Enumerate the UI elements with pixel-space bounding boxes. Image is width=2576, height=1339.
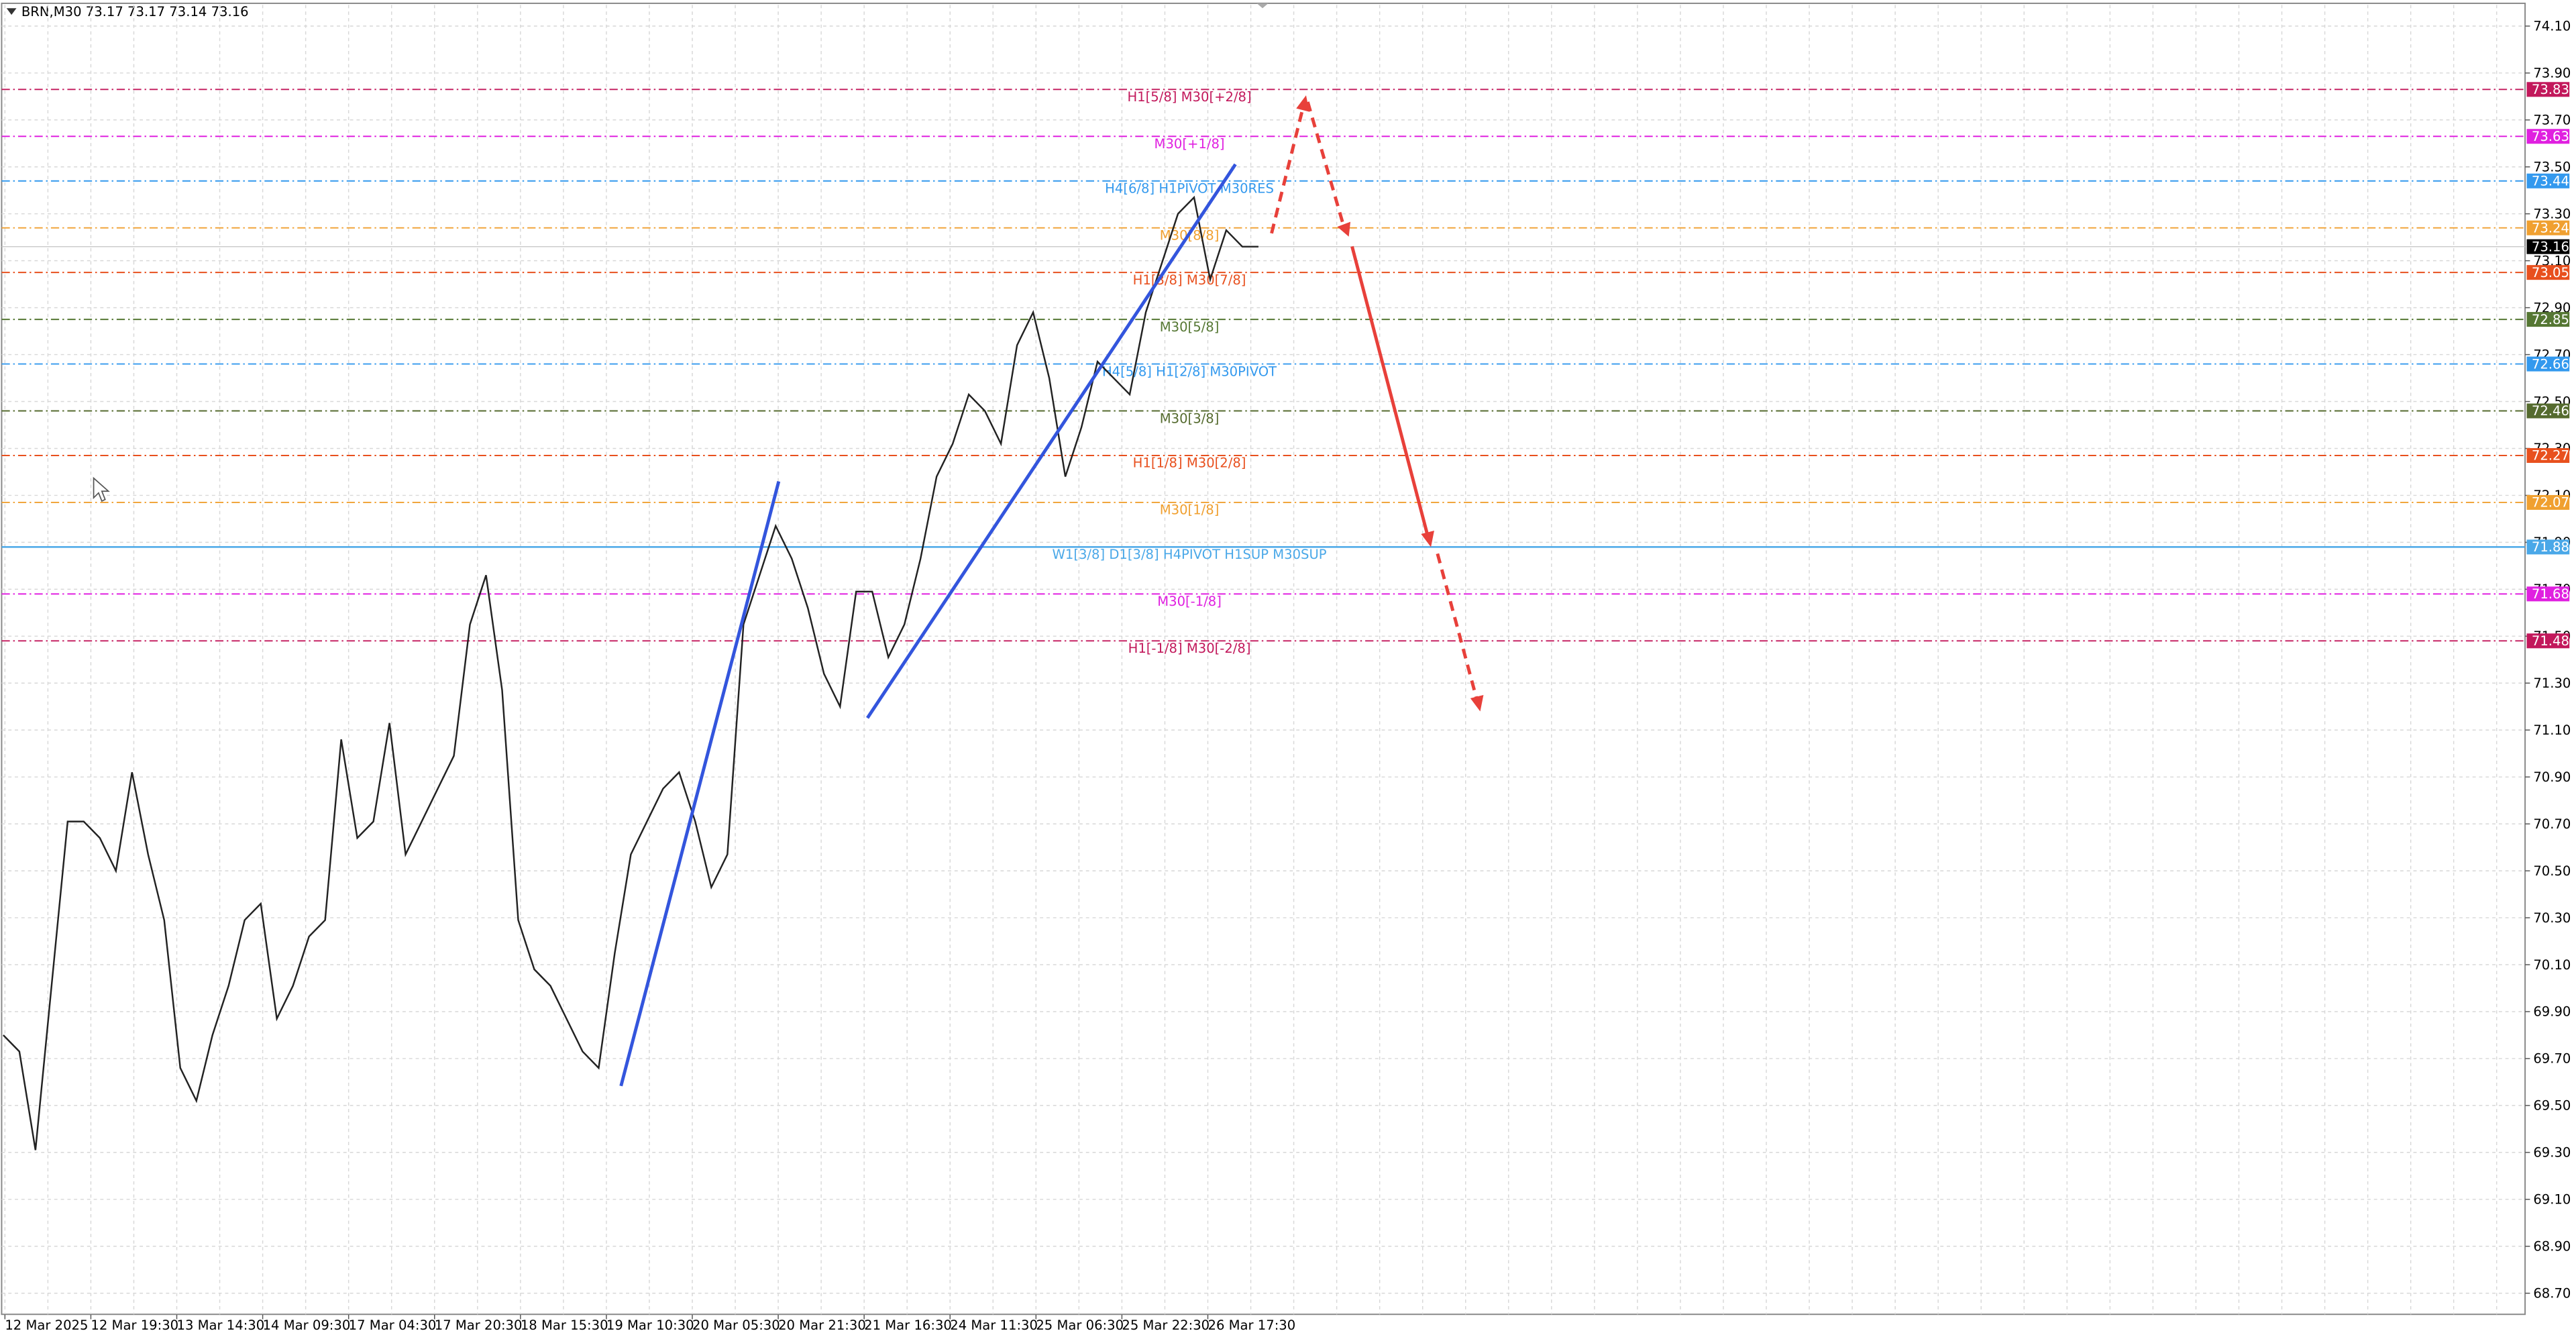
y-tick-label: 74.10: [2533, 19, 2571, 34]
level-label: M30[5/8]: [1160, 319, 1220, 335]
axis: 68.70 68.90 69.10 69.30 69.50 69.70 69.90 70.10…: [4, 19, 2571, 1333]
menu-triangle[interactable]: [6, 8, 17, 15]
level-label: M30[-1/8]: [1157, 594, 1222, 609]
price-tag: [2526, 539, 2570, 555]
price-tag-label: 73.83: [2532, 82, 2569, 97]
y-tick-label: 71.10: [2533, 722, 2571, 738]
x-tick-label: 25 Mar 06:30: [1036, 1318, 1124, 1333]
price-tag: [2526, 403, 2570, 419]
grid: [1, 5, 2526, 1315]
y-tick-label: 70.50: [2533, 863, 2571, 879]
x-tick-label: 14 Mar 09:30: [263, 1318, 351, 1333]
price-tag: [2526, 129, 2570, 144]
forecast-arrow: [1270, 108, 1305, 234]
arrow-head: [1470, 694, 1484, 712]
arrow-head: [1337, 221, 1351, 237]
y-tick-label: 71.30: [2533, 676, 2571, 691]
level-label: H4[6/8] H1PIVOT M30RES: [1105, 180, 1274, 196]
price-tag-label: 73.05: [2532, 265, 2569, 280]
x-tick-label: 25 Mar 22:30: [1122, 1318, 1210, 1333]
level-label: H1[3/8] M30[7/8]: [1133, 272, 1246, 288]
x-tick-label: 19 Mar 10:30: [606, 1318, 694, 1333]
x-tick-label: 17 Mar 20:30: [435, 1318, 523, 1333]
current-price-label: 73.16: [2532, 239, 2569, 254]
price-tag-label: 73.63: [2532, 129, 2569, 144]
mouse-cursor: [93, 476, 110, 502]
level-label: H4[5/8] H1[2/8] M30PIVOT: [1102, 364, 1277, 379]
chart-header: BRN,M30 73.17 73.17 73.14 73.16: [21, 4, 249, 19]
price-line: [3, 195, 1258, 1150]
y-tick-label: 69.50: [2533, 1098, 2571, 1114]
y-tick-label: 70.30: [2533, 910, 2571, 926]
price-tag-label: 72.07: [2532, 495, 2569, 511]
price-tag-label: 71.48: [2532, 633, 2569, 649]
trend-line: [619, 480, 781, 1087]
y-tick-label: 69.90: [2533, 1004, 2571, 1020]
forecast-arrow: [1306, 101, 1346, 227]
y-tick-label: 68.90: [2533, 1239, 2571, 1254]
scroll-marker: [1256, 3, 1269, 9]
levels: H1[5/8] M30[+2/8] M30[+1/8] H4[6/8] H1PIVO…: [1, 89, 2526, 656]
y-tick-label: 69.10: [2533, 1192, 2571, 1208]
arrow-head: [1296, 95, 1309, 112]
x-tick-label: 17 Mar 04:30: [349, 1318, 437, 1333]
level-label: M30[3/8]: [1160, 411, 1220, 426]
level-label: W1[3/8] D1[3/8] H4PIVOT H1SUP M30SUP: [1053, 547, 1327, 562]
level-label: H1[-1/8] M30[-2/8]: [1128, 641, 1251, 656]
y-tick-label: 73.70: [2533, 113, 2571, 128]
x-tick-label: 21 Mar 16:30: [864, 1318, 952, 1333]
y-tick-label: 69.70: [2533, 1051, 2571, 1067]
price-tag: [2526, 220, 2570, 235]
price-tag: [2526, 494, 2570, 510]
x-tick-label: 13 Mar 14:30: [177, 1318, 265, 1333]
x-tick-label: 26 Mar 17:30: [1208, 1318, 1295, 1333]
price-tag-label: 72.85: [2532, 312, 2569, 327]
y-tick-label: 73.30: [2533, 206, 2571, 221]
annotations: [93, 95, 1484, 1087]
y-tick-label: 69.30: [2533, 1145, 2571, 1161]
x-tick-label: 12 Mar 2025: [5, 1318, 88, 1333]
price-tag-label: 73.24: [2532, 220, 2569, 235]
price-tag-label: 73.44: [2532, 173, 2569, 189]
level-label: H1[1/8] M30[2/8]: [1133, 456, 1246, 471]
forecast-arrow: [1436, 553, 1479, 700]
price-tag-label: 72.27: [2532, 448, 2569, 464]
price-series: [3, 195, 1258, 1150]
y-tick-label: 70.90: [2533, 769, 2571, 785]
x-tick-label: 20 Mar 21:30: [778, 1318, 866, 1333]
y-tick-label: 73.10: [2533, 253, 2571, 268]
x-tick-label: 12 Mar 19:30: [91, 1318, 178, 1333]
price-tag: [2526, 586, 2570, 602]
level-label: M30[1/8]: [1160, 502, 1220, 518]
y-tick-label: 70.70: [2533, 816, 2571, 832]
arrow-head: [1421, 531, 1434, 547]
price-tag: [2526, 633, 2570, 649]
price-tag-label: 71.68: [2532, 586, 2569, 602]
price-tag: [2526, 265, 2570, 280]
level-label: H1[5/8] M30[+2/8]: [1127, 89, 1251, 105]
y-tick-label: 72.90: [2533, 300, 2571, 315]
x-tick-label: 20 Mar 05:30: [692, 1318, 780, 1333]
y-tick-label: 68.70: [2533, 1285, 2571, 1301]
y-tick-label: 73.90: [2533, 66, 2571, 81]
price-tag-label: 72.66: [2532, 356, 2569, 372]
price-tag: [2526, 356, 2570, 372]
current-price-tag: [2526, 239, 2570, 254]
price-tag: [2526, 82, 2570, 97]
price-tag-label: 71.88: [2532, 539, 2569, 555]
price-tag: [2526, 312, 2570, 327]
price-tag: [2526, 173, 2570, 189]
price-tag-label: 72.46: [2532, 403, 2569, 419]
y-tick-label: 73.50: [2533, 159, 2571, 174]
x-tick-label: 24 Mar 11:30: [950, 1318, 1038, 1333]
y-tick-label: 70.10: [2533, 957, 2571, 973]
trend-line: [866, 163, 1237, 719]
price-tag: [2526, 447, 2570, 464]
level-label: M30[+1/8]: [1155, 136, 1225, 152]
x-tick-label: 18 Mar 15:30: [521, 1318, 608, 1333]
forecast-arrow: [1350, 246, 1430, 537]
